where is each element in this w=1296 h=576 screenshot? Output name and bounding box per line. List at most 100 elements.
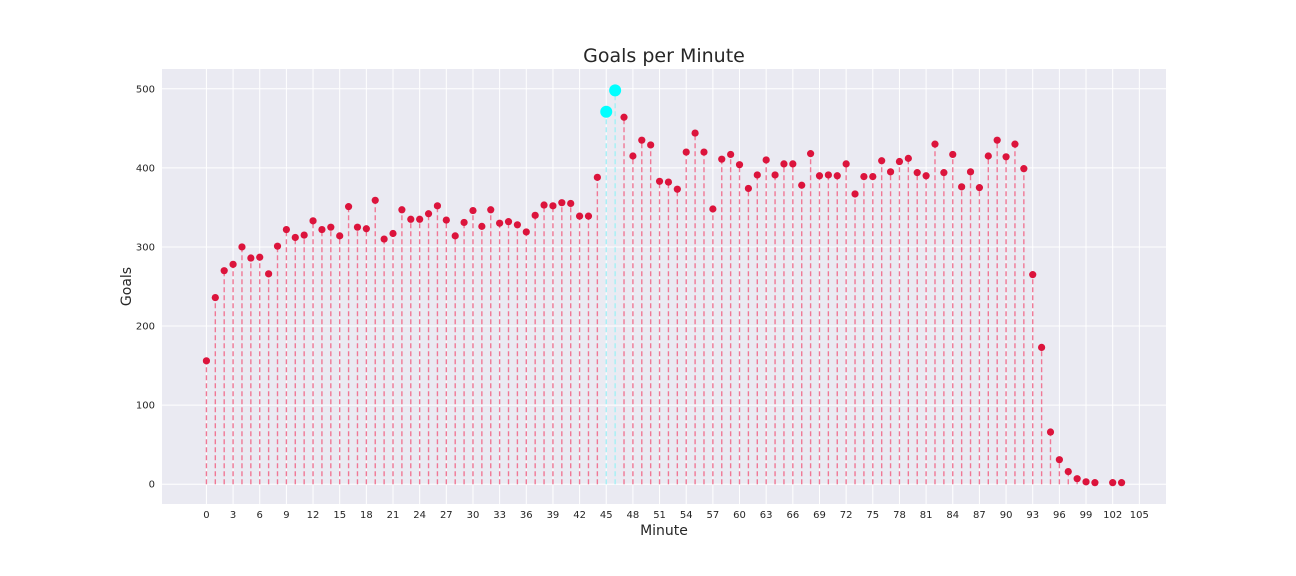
x-axis-title: Minute	[640, 523, 688, 539]
data-point	[1002, 153, 1010, 161]
data-point	[966, 168, 975, 176]
data-point	[655, 177, 664, 185]
data-point	[567, 199, 575, 208]
x-tick-label: 57	[707, 510, 720, 521]
y-tick-label: 200	[136, 322, 155, 333]
data-point	[229, 260, 237, 268]
x-tick-label: 3	[230, 510, 236, 521]
data-point	[389, 229, 397, 238]
x-tick-label: 69	[813, 510, 826, 521]
data-point	[780, 160, 788, 168]
data-point	[1064, 467, 1072, 476]
x-tick-label: 84	[946, 510, 959, 521]
x-tick-label: 60	[733, 510, 746, 521]
x-tick-label: 102	[1103, 510, 1122, 521]
x-tick-label: 78	[893, 510, 906, 521]
data-point	[575, 212, 584, 220]
data-point	[496, 219, 504, 227]
highlight-data-point	[600, 105, 613, 118]
x-tick-label: 54	[680, 510, 693, 521]
data-point	[424, 210, 433, 218]
data-point	[416, 215, 424, 223]
data-point	[584, 212, 593, 220]
data-point	[798, 181, 806, 189]
data-point	[1117, 479, 1126, 487]
data-point	[895, 157, 904, 166]
data-point	[833, 172, 841, 180]
x-tick-label: 9	[283, 510, 289, 521]
data-point	[886, 168, 895, 176]
x-tick-labels: 0 3 6 9 12 15 18 21 24 27 30 33 36 39 42 45 48 51 54 57 60 63…	[203, 510, 1149, 521]
data-point	[727, 150, 735, 159]
data-point	[211, 293, 219, 302]
data-point	[700, 148, 708, 156]
data-point	[691, 129, 699, 137]
data-point	[291, 233, 299, 242]
data-point	[789, 160, 797, 168]
data-point	[878, 157, 886, 165]
data-point	[362, 225, 370, 233]
data-point	[442, 216, 450, 224]
data-point	[1091, 479, 1099, 487]
x-tick-label: 24	[413, 510, 426, 521]
data-point	[1020, 165, 1028, 173]
x-tick-label: 36	[520, 510, 533, 521]
data-point	[1038, 343, 1046, 351]
data-point	[1082, 478, 1090, 486]
data-point	[460, 218, 468, 227]
data-point	[753, 171, 761, 179]
data-point	[265, 270, 273, 278]
data-point	[247, 254, 255, 262]
data-point	[958, 183, 966, 191]
x-tick-label: 45	[600, 510, 613, 521]
x-tick-label: 42	[573, 510, 586, 521]
data-point	[975, 184, 984, 192]
data-point	[469, 206, 477, 215]
x-tick-label: 27	[440, 510, 453, 521]
x-tick-label: 21	[387, 510, 400, 521]
data-point	[353, 223, 362, 231]
data-point	[522, 228, 530, 236]
x-tick-label: 0	[203, 510, 209, 521]
y-tick-label: 100	[136, 401, 155, 412]
x-tick-label: 6	[257, 510, 263, 521]
data-point	[815, 172, 824, 180]
data-point	[238, 243, 246, 251]
data-point	[638, 136, 646, 144]
chart-title: Goals per Minute	[583, 45, 745, 67]
x-tick-label: 93	[1026, 510, 1039, 521]
x-tick-label: 66	[786, 510, 799, 521]
data-point	[904, 154, 912, 162]
x-tick-label: 51	[653, 510, 666, 521]
data-point	[620, 113, 628, 121]
data-point	[256, 253, 264, 261]
data-point	[202, 357, 211, 365]
x-tick-label: 90	[1000, 510, 1013, 521]
data-point	[842, 160, 850, 168]
data-point	[309, 217, 317, 225]
x-tick-label: 12	[307, 510, 320, 521]
data-point	[451, 232, 459, 240]
data-point	[487, 206, 495, 214]
data-point	[336, 232, 344, 240]
data-point	[433, 202, 442, 210]
data-point	[984, 152, 992, 160]
data-point	[344, 203, 353, 211]
data-point	[407, 215, 415, 223]
x-tick-label: 105	[1130, 510, 1149, 521]
y-axis-title: Goals	[119, 267, 135, 306]
x-tick-label: 15	[333, 510, 346, 521]
data-point	[371, 196, 379, 204]
stems	[205, 90, 1123, 485]
data-point	[949, 150, 957, 159]
data-point	[762, 156, 770, 164]
data-point	[549, 202, 557, 210]
x-tick-label: 33	[493, 510, 506, 521]
data-point	[1109, 479, 1117, 487]
markers	[202, 84, 1126, 487]
data-point	[1029, 271, 1037, 279]
data-point	[824, 171, 832, 179]
data-point	[647, 141, 655, 149]
data-point	[851, 190, 859, 198]
data-point	[771, 171, 779, 179]
